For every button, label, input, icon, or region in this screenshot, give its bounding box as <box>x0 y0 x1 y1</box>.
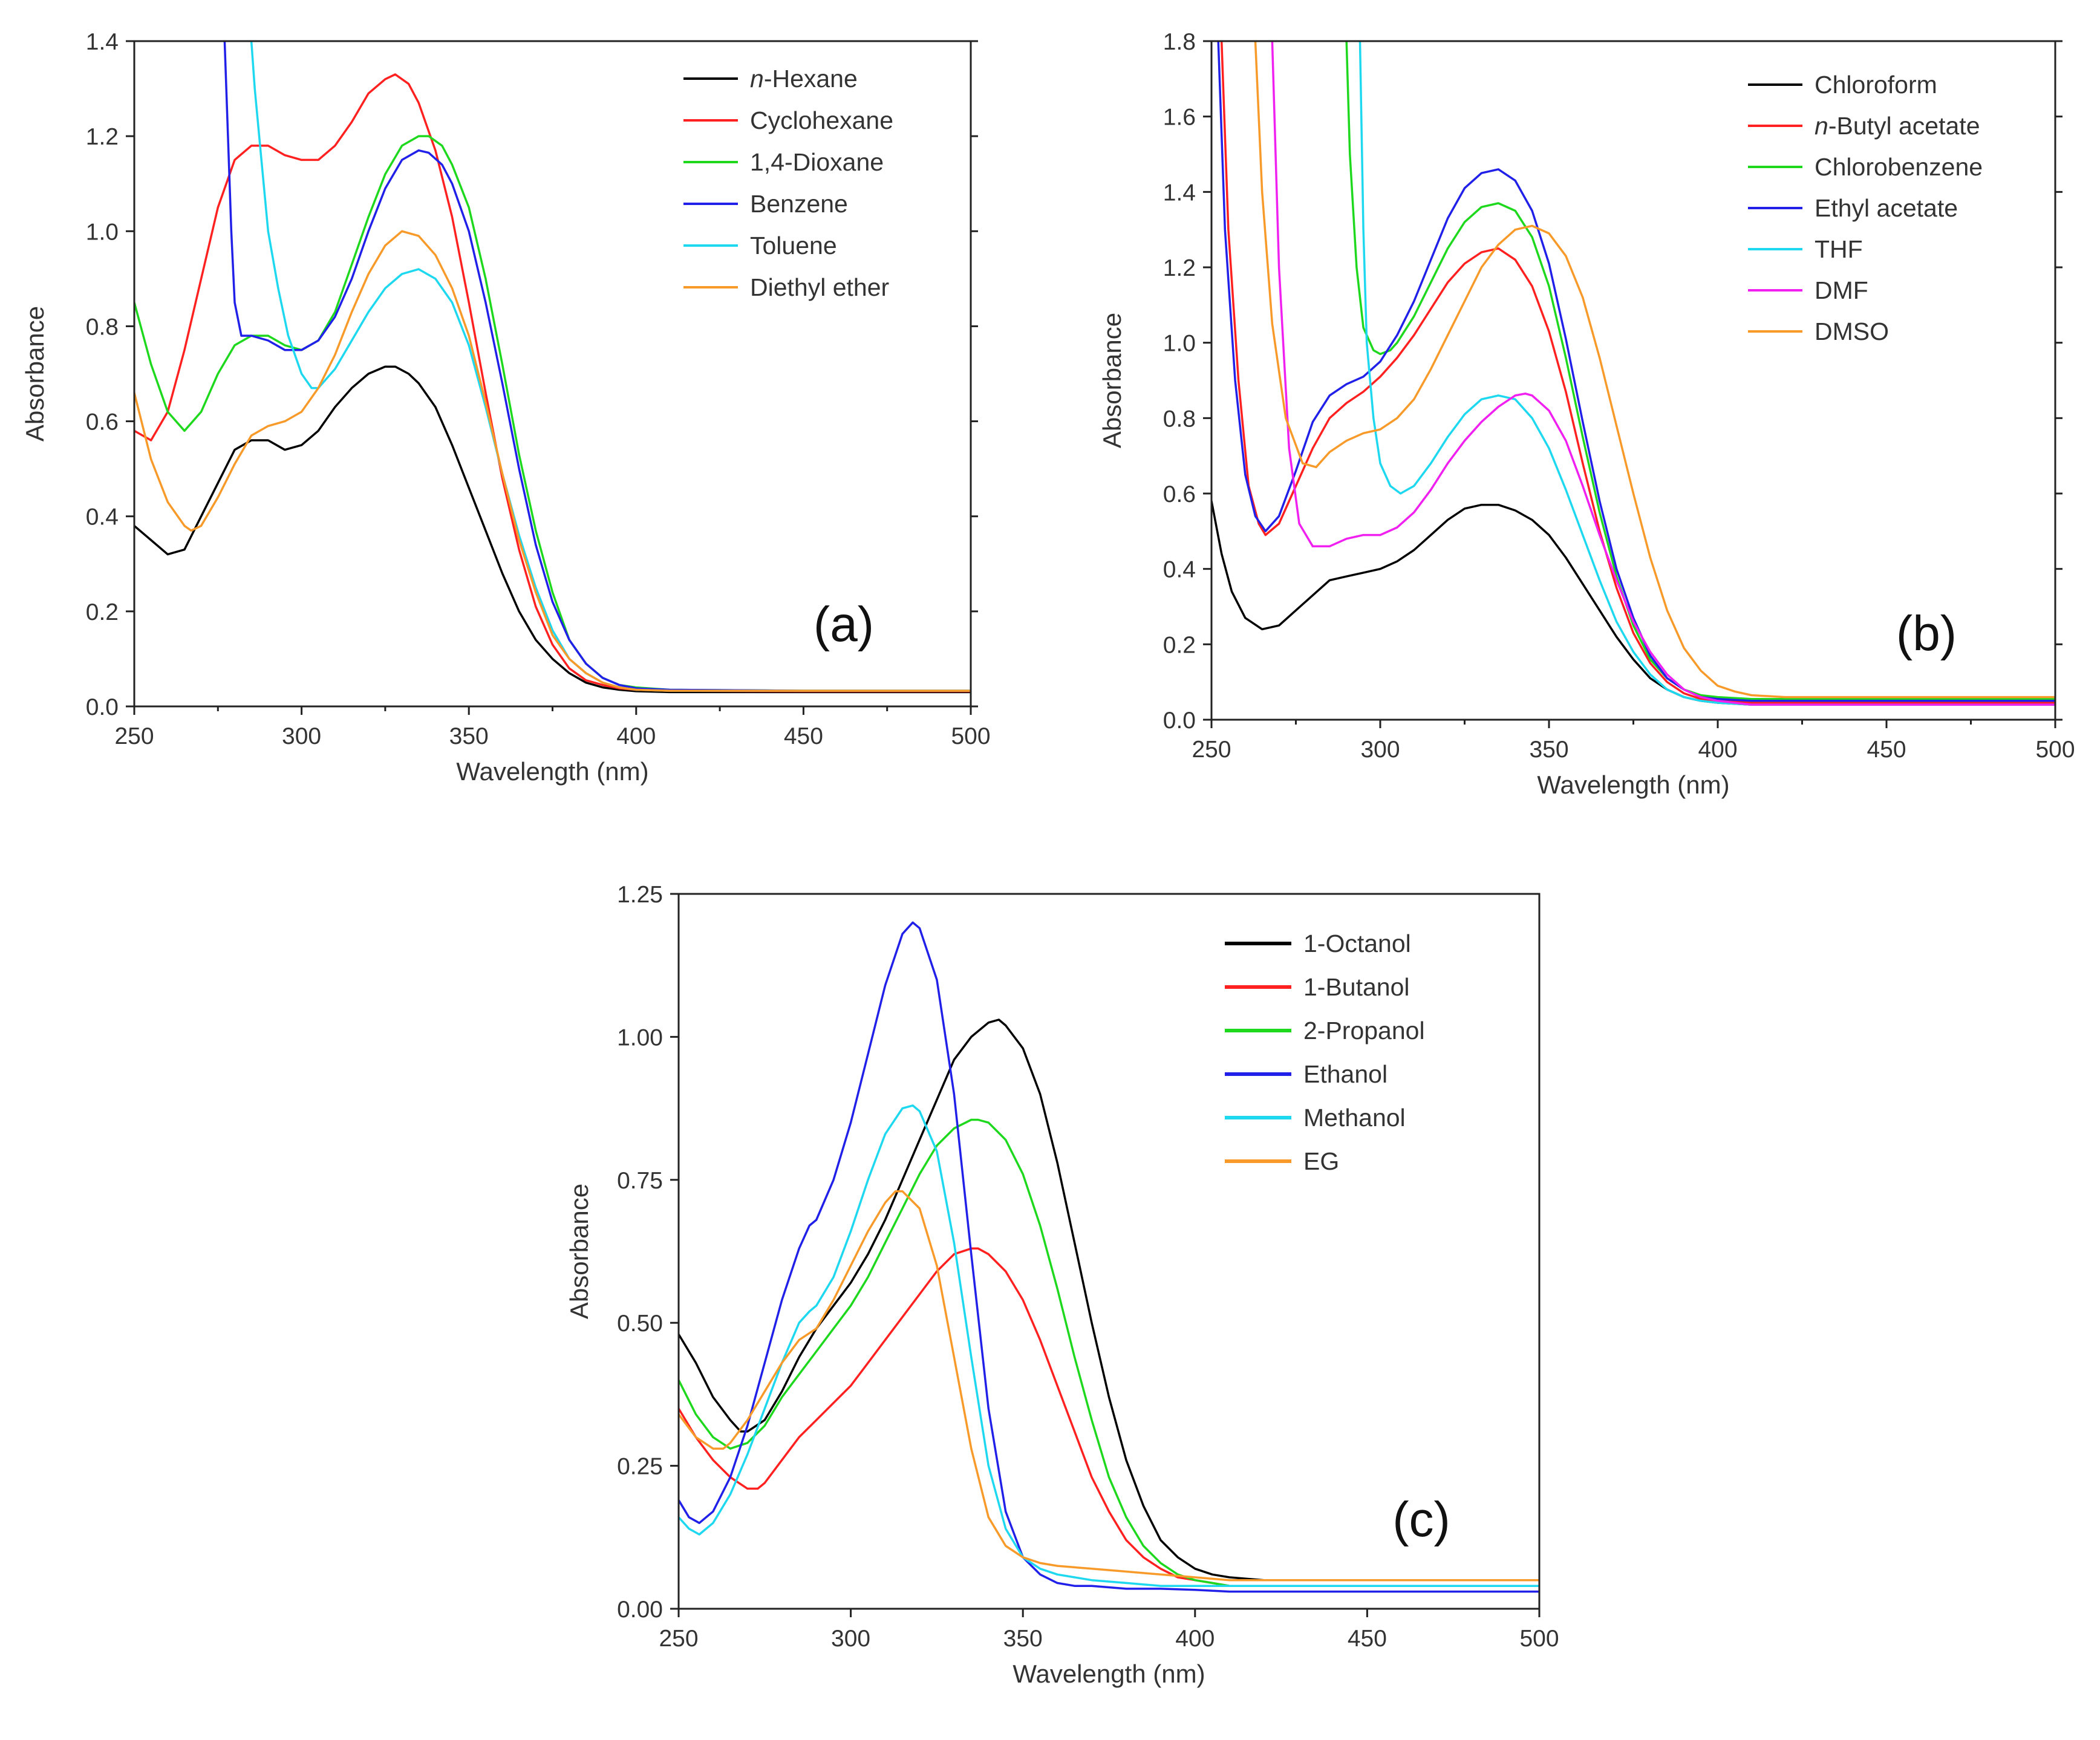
series-line-2-propanol <box>679 1118 1539 1587</box>
y-tick-label: 0.6 <box>1163 481 1196 507</box>
panel-label: (a) <box>814 597 874 652</box>
legend-label: DMSO <box>1815 318 1889 345</box>
series-line-methanol <box>679 1104 1539 1587</box>
series-line-dmf <box>1271 41 2055 706</box>
x-tick-label: 300 <box>831 1626 870 1652</box>
y-tick-label: 0.8 <box>1163 406 1196 432</box>
y-tick-label: 0.25 <box>617 1454 663 1480</box>
x-axis-label: Wavelength (nm) <box>456 757 648 786</box>
x-tick-label: 350 <box>1003 1626 1043 1652</box>
y-tick-label: 0.0 <box>86 694 119 720</box>
y-tick-label: 0.4 <box>1163 557 1196 583</box>
x-tick-label: 300 <box>282 723 321 749</box>
chart-a: 250 300 350 400 450 500 0.0 0.2 0.4 0.6 0.8 1.0 1.2 1… <box>21 29 991 786</box>
y-tick-label: 1.8 <box>1163 29 1196 55</box>
y-tick-label: 0.2 <box>86 599 119 625</box>
legend-label: Chloroform <box>1815 71 1937 99</box>
x-tick-label: 250 <box>114 723 154 749</box>
legend-label: Diethyl ether <box>750 273 889 301</box>
series-group <box>679 921 1539 1593</box>
y-axis-label: Absorbance <box>21 306 49 442</box>
x-tick-label: 300 <box>1360 737 1400 763</box>
x-axis-label: Wavelength (nm) <box>1012 1660 1205 1688</box>
legend: 1-Octanol 1-Butanol 2-Propanol Ethanol Metha… <box>1225 930 1425 1175</box>
series-line-1-octanol <box>679 1018 1539 1582</box>
legend-label: 2-Propanol <box>1303 1017 1425 1044</box>
legend-label-rest: -Hexane <box>764 65 858 93</box>
chart-b: 250 300 350 400 450 500 0.0 0.2 0.4 0.6 0.8 1.0 1.2 1… <box>1098 29 2075 799</box>
y-tick-label: 0.2 <box>1163 632 1196 658</box>
y-tick-label: 1.2 <box>1163 255 1196 281</box>
y-axis-label: Absorbance <box>1098 313 1126 448</box>
y-axis-label: Absorbance <box>565 1184 593 1319</box>
y-tick-label: 1.2 <box>86 124 119 150</box>
panel-label: (b) <box>1896 606 1957 661</box>
series-line-ethanol <box>679 921 1539 1593</box>
x-axis-label: Wavelength (nm) <box>1537 771 1729 799</box>
legend-label-rest: -Butyl acetate <box>1828 112 1980 140</box>
y-tick-label: 1.6 <box>1163 105 1196 131</box>
legend-label: Ethanol <box>1303 1060 1388 1088</box>
y-tick-label: 1.0 <box>86 219 119 245</box>
legend-label-prefix: n <box>750 65 764 93</box>
series-line-diethyl-ether <box>134 230 971 692</box>
x-tick-label: 350 <box>1529 737 1568 763</box>
legend-label: n-Butyl acetate <box>1815 112 1980 140</box>
x-tick-label: 400 <box>1698 737 1737 763</box>
y-tick-label: 0.50 <box>617 1311 663 1337</box>
x-tick-label: 450 <box>1348 1626 1387 1652</box>
y-tick-label: 1.4 <box>1163 180 1196 206</box>
y-tick-label: 0.6 <box>86 409 119 435</box>
legend-label: Toluene <box>750 232 837 259</box>
plot-frame <box>677 893 1541 1610</box>
legend: Chloroform n-Butyl acetate Chlorobenzene Et… <box>1748 71 1983 345</box>
legend-label: 1-Octanol <box>1303 930 1411 957</box>
x-tick-label: 250 <box>659 1626 698 1652</box>
x-tick-label: 500 <box>2035 737 2075 763</box>
y-tick-label: 1.25 <box>617 882 663 908</box>
series-group <box>1211 41 2055 706</box>
y-tick-label: 0.0 <box>1163 708 1196 734</box>
x-tick-label: 500 <box>1519 1626 1559 1652</box>
panel-label: (c) <box>1392 1492 1450 1547</box>
y-tick-label: 0.8 <box>86 314 119 340</box>
legend-label: n-Hexane <box>750 65 858 93</box>
series-line-n-butyl-acetate <box>1220 41 2055 704</box>
legend-label: DMF <box>1815 276 1868 304</box>
series-line-n-hexane <box>134 365 971 694</box>
x-tick-label: 350 <box>449 723 489 749</box>
x-tick-label: 250 <box>1192 737 1231 763</box>
x-tick-label: 400 <box>1175 1626 1215 1652</box>
legend-label-prefix: n <box>1815 112 1828 140</box>
legend-label: 1,4-Dioxane <box>750 148 884 176</box>
series-line-ethyl-acetate <box>1217 41 2055 702</box>
y-tick-label: 1.0 <box>1163 331 1196 357</box>
series-line-eg <box>679 1190 1539 1582</box>
legend-label: 1-Butanol <box>1303 973 1410 1001</box>
y-tick-label: 1.00 <box>617 1025 663 1051</box>
x-tick-label: 450 <box>784 723 823 749</box>
chart-c: 250 300 350 400 450 500 0.00 0.25 0.50 0.75 1.00 1.… <box>565 882 1559 1688</box>
legend-label: Benzene <box>750 190 848 218</box>
series-line-benzene <box>223 41 971 692</box>
legend-label: Ethyl acetate <box>1815 194 1958 222</box>
legend-label: EG <box>1303 1147 1339 1175</box>
series-line-thf <box>1358 41 2055 706</box>
y-tick-label: 0.75 <box>617 1168 663 1194</box>
y-tick-label: 0.4 <box>86 504 119 530</box>
y-tick-label: 1.4 <box>86 29 119 55</box>
legend-label: Chlorobenzene <box>1815 153 1983 181</box>
x-tick-label: 450 <box>1867 737 1906 763</box>
y-tick-label: 0.00 <box>617 1597 663 1623</box>
x-tick-label: 500 <box>951 723 990 749</box>
legend-label: THF <box>1815 235 1863 263</box>
series-group <box>134 41 971 694</box>
x-tick-label: 400 <box>616 723 656 749</box>
legend-label: Cyclohexane <box>750 106 893 134</box>
legend: n-Hexane Cyclohexane 1,4-Dioxane Benzene Tol… <box>683 65 893 301</box>
series-line-dmso <box>1254 41 2055 699</box>
legend-label: Methanol <box>1303 1104 1406 1132</box>
